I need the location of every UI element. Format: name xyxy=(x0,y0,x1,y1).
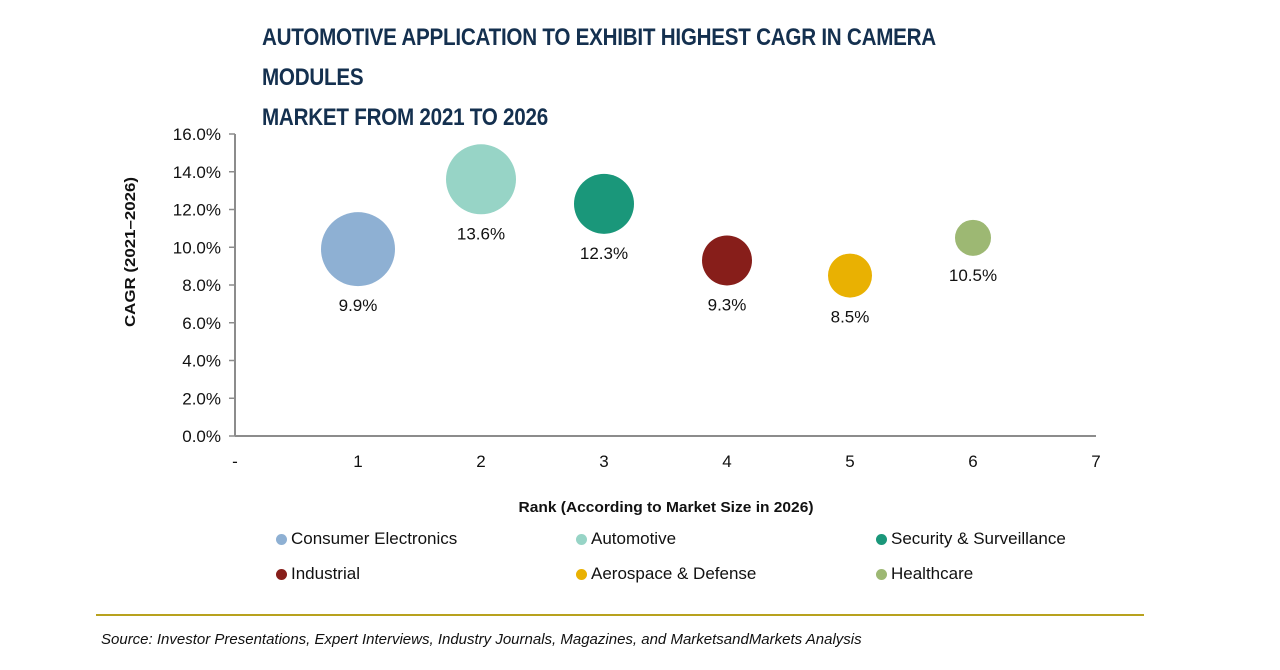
bubble-automotive xyxy=(446,144,516,215)
bubble-aerospace-defense xyxy=(828,253,872,298)
data-label: 12.3% xyxy=(580,244,628,263)
x-tick-label: 4 xyxy=(722,452,731,471)
bubble-healthcare xyxy=(955,219,991,256)
bubble-security-surveillance xyxy=(574,173,634,234)
y-tick-label: 0.0% xyxy=(182,427,221,446)
legend-item: Security & Surveillance xyxy=(876,529,1066,549)
y-tick-label: 16.0% xyxy=(173,125,221,144)
x-tick-label: - xyxy=(232,452,238,471)
legend-label: Automotive xyxy=(591,529,677,548)
x-tick-label: 2 xyxy=(476,452,485,471)
y-tick-label: 6.0% xyxy=(182,314,221,333)
legend-label: Security & Surveillance xyxy=(891,529,1066,548)
chart-title: AUTOMOTIVE APPLICATION TO EXHIBIT HIGHES… xyxy=(262,18,1036,138)
x-tick-label: 5 xyxy=(845,452,854,471)
legend-marker-icon xyxy=(876,533,887,545)
bubble-consumer-electronics xyxy=(321,212,395,287)
chart-title-line-1: AUTOMOTIVE APPLICATION TO EXHIBIT HIGHES… xyxy=(262,24,936,91)
legend-item: Healthcare xyxy=(876,564,973,584)
y-tick-label: 4.0% xyxy=(182,352,221,371)
legend-marker-icon xyxy=(876,568,887,580)
legend-marker-icon xyxy=(576,533,587,545)
footer-divider xyxy=(96,614,1144,616)
chart-title-line-2: MARKET FROM 2021 TO 2026 xyxy=(262,104,548,131)
data-label: 10.5% xyxy=(949,266,997,285)
legend-marker-icon xyxy=(576,568,587,580)
legend-label: Aerospace & Defense xyxy=(591,564,757,583)
y-tick-label: 14.0% xyxy=(173,163,221,182)
legend-item: Industrial xyxy=(276,564,360,584)
y-axis-label: CAGR (2021–2026) xyxy=(122,177,139,327)
y-tick-label: 8.0% xyxy=(182,276,221,295)
x-tick-label: 7 xyxy=(1091,452,1100,471)
data-label: 13.6% xyxy=(457,224,505,243)
legend-item: Consumer Electronics xyxy=(276,529,457,549)
legend-item: Automotive xyxy=(576,529,676,549)
x-tick-label: 1 xyxy=(353,452,362,471)
legend-marker-icon xyxy=(276,568,287,580)
legend-item: Aerospace & Defense xyxy=(576,564,756,584)
y-tick-label: 10.0% xyxy=(173,238,221,257)
legend-marker-icon xyxy=(276,533,287,545)
y-tick-label: 12.0% xyxy=(173,201,221,220)
legend-label: Healthcare xyxy=(891,564,974,583)
data-label: 9.3% xyxy=(708,295,747,314)
data-label: 9.9% xyxy=(339,296,378,315)
data-label: 8.5% xyxy=(831,308,870,327)
x-axis-label: Rank (According to Market Size in 2026) xyxy=(519,499,814,516)
bubble-industrial xyxy=(702,235,752,286)
legend-label: Consumer Electronics xyxy=(291,529,458,548)
x-tick-label: 3 xyxy=(599,452,608,471)
source-note: Source: Investor Presentations, Expert I… xyxy=(101,631,862,648)
y-tick-label: 2.0% xyxy=(182,389,221,408)
x-tick-label: 6 xyxy=(968,452,977,471)
legend-label: Industrial xyxy=(291,564,360,583)
